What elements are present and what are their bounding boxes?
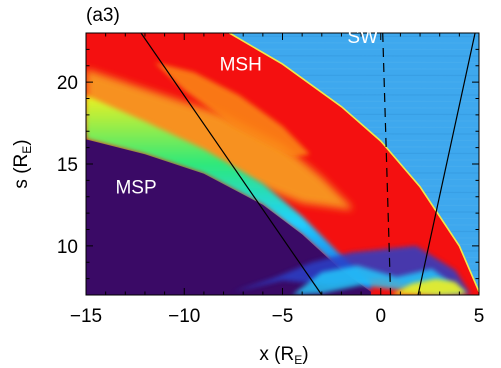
bow-shock-edge [228,33,479,293]
x-axis-label: x (RE) [259,344,308,367]
x-axis: −15 −10 −5 0 5 [70,33,484,327]
x-tick-label: −5 [272,306,294,327]
y-axis: 10 15 20 [57,32,479,280]
y-tick-label: 15 [57,155,78,176]
x-tick-label: −15 [70,306,102,327]
y-tick-label: 10 [57,237,78,258]
dashed-line [382,33,392,295]
region-label-msh: MSH [220,55,262,76]
plot-area [86,33,479,295]
y-tick-label: 20 [57,73,78,94]
magnetosheath-orange-band [86,69,352,210]
x-tick-label: 0 [375,306,386,327]
magnetosphere-region [86,139,371,295]
x-tick-label: 5 [474,306,485,327]
y-axis-label: s (RE) [11,139,34,188]
x-tick-label: −10 [168,306,200,327]
region-label-sw: SW [347,27,378,48]
boundary-layer-band [86,95,371,292]
region-labels: MSH SW MSP [115,27,378,199]
solid-line-left [140,33,323,295]
magnetosheath-orange-streak [154,62,310,158]
solid-line-right [417,33,476,295]
region-label-msp: MSP [115,177,156,198]
boundary-turbulence-yellow [390,278,468,295]
panel-label: (a3) [86,5,120,26]
